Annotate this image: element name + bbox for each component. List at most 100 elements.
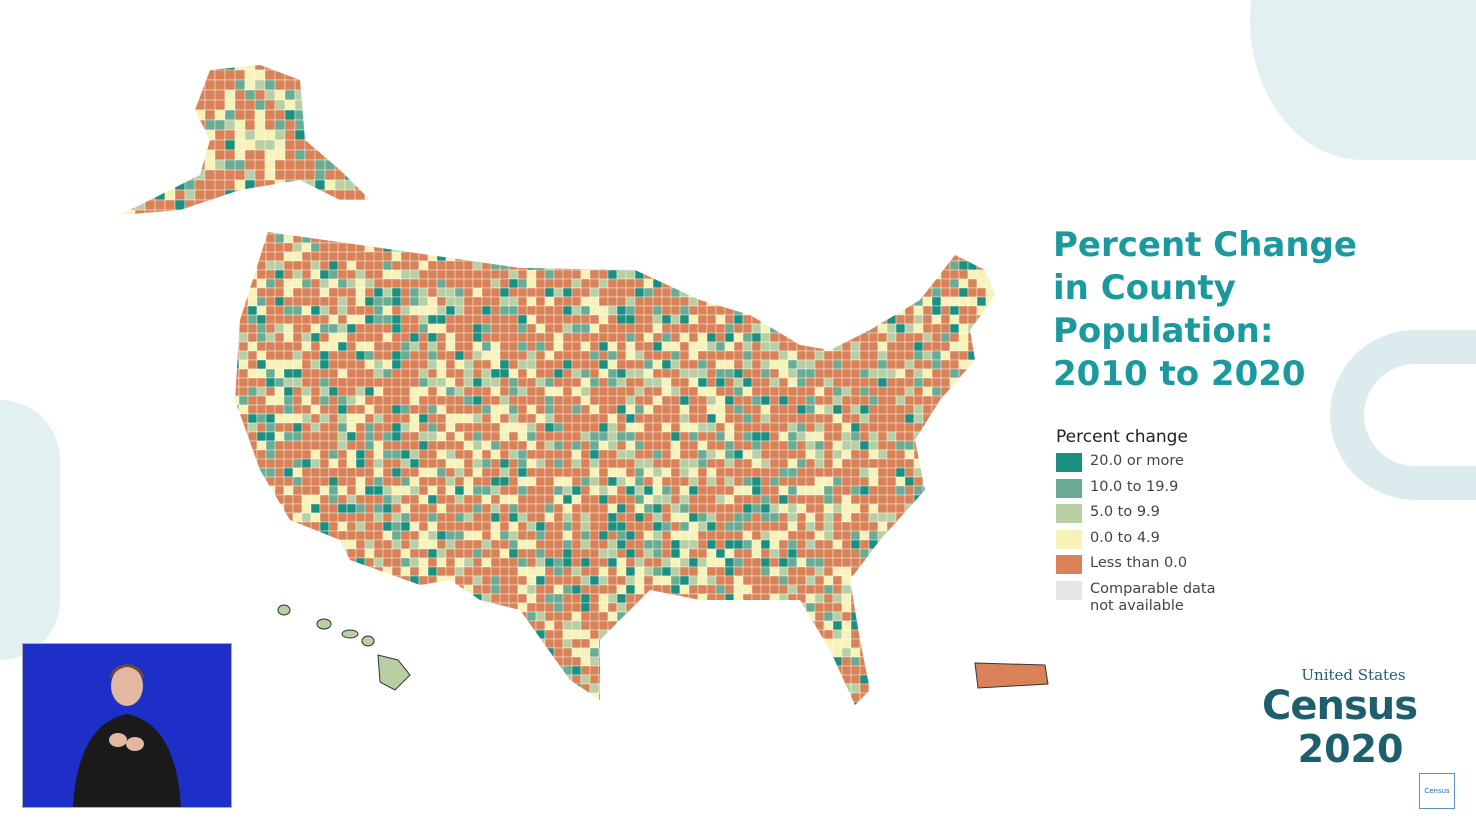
county — [382, 296, 393, 307]
county — [463, 233, 474, 244]
county — [814, 683, 825, 694]
county — [144, 109, 156, 121]
county — [859, 269, 870, 280]
county — [324, 129, 336, 141]
county — [472, 350, 483, 361]
county — [256, 701, 267, 705]
county — [427, 296, 438, 307]
county — [499, 269, 510, 280]
county — [324, 89, 336, 101]
county — [184, 65, 196, 71]
county — [391, 386, 402, 397]
county — [850, 611, 861, 622]
county — [616, 431, 627, 442]
county — [679, 512, 690, 523]
county — [922, 683, 933, 694]
county — [895, 395, 906, 406]
county — [301, 386, 312, 397]
county — [661, 440, 672, 451]
county — [913, 629, 924, 640]
county — [418, 620, 429, 631]
county — [724, 575, 735, 586]
county — [688, 665, 699, 676]
county — [670, 584, 681, 595]
county — [940, 620, 951, 631]
county — [607, 314, 618, 325]
county — [562, 638, 573, 649]
county — [292, 296, 303, 307]
county — [544, 485, 555, 496]
county — [778, 287, 789, 298]
county — [517, 359, 528, 370]
county — [409, 232, 420, 235]
county — [553, 323, 564, 334]
county — [751, 332, 762, 343]
county — [463, 232, 474, 235]
county — [733, 530, 744, 541]
county — [283, 647, 294, 658]
county — [247, 467, 258, 478]
county — [949, 287, 960, 298]
county — [346, 413, 357, 424]
county — [364, 251, 375, 262]
county — [967, 620, 978, 631]
county — [490, 620, 501, 631]
county — [985, 377, 995, 388]
county — [499, 692, 510, 703]
county — [949, 232, 960, 235]
county — [841, 431, 852, 442]
county — [868, 386, 879, 397]
county — [598, 656, 609, 667]
county — [535, 584, 546, 595]
county — [742, 260, 753, 271]
county — [697, 341, 708, 352]
county — [760, 287, 771, 298]
county — [256, 422, 267, 433]
county — [823, 440, 834, 451]
county — [294, 159, 306, 171]
county — [373, 269, 384, 280]
county — [517, 485, 528, 496]
county — [598, 404, 609, 415]
county — [174, 109, 186, 121]
county — [174, 159, 186, 171]
county — [235, 341, 240, 352]
county — [265, 260, 276, 271]
county — [859, 413, 870, 424]
county — [913, 566, 924, 577]
county — [324, 99, 336, 111]
county — [310, 440, 321, 451]
county — [238, 386, 249, 397]
county — [913, 395, 924, 406]
county — [544, 665, 555, 676]
county — [292, 485, 303, 496]
county — [886, 287, 897, 298]
county — [454, 476, 465, 487]
county — [895, 233, 906, 244]
county — [508, 386, 519, 397]
county — [235, 287, 240, 298]
county — [922, 233, 933, 244]
county — [472, 557, 483, 568]
county — [931, 611, 942, 622]
county — [958, 449, 969, 460]
county — [724, 539, 735, 550]
county — [760, 305, 771, 316]
county — [382, 521, 393, 532]
county — [841, 521, 852, 532]
county — [976, 449, 987, 460]
county — [264, 99, 276, 111]
county — [796, 530, 807, 541]
county — [751, 368, 762, 379]
county — [850, 701, 861, 705]
county — [814, 647, 825, 658]
county — [670, 476, 681, 487]
county — [841, 512, 852, 523]
county — [661, 449, 672, 460]
county — [418, 503, 429, 514]
county — [634, 638, 645, 649]
county — [535, 332, 546, 343]
county — [194, 189, 206, 201]
county — [958, 692, 969, 703]
county — [571, 539, 582, 550]
